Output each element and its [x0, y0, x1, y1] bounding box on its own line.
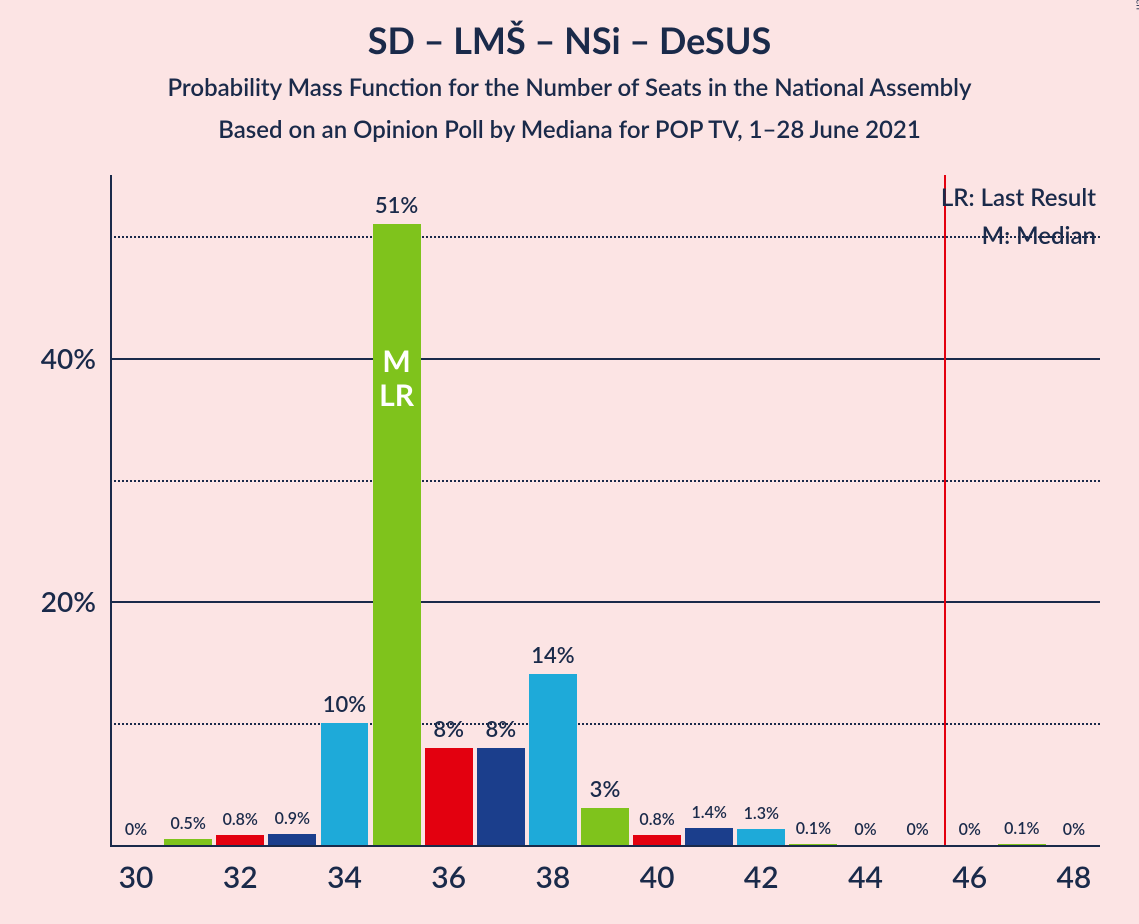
bar-value-label: 8% [485, 715, 516, 742]
bar: 0.8% [633, 835, 681, 845]
x-tick-label: 46 [952, 859, 987, 895]
bar: 0.5% [164, 839, 212, 845]
bar: 1.4% [685, 828, 733, 845]
chart-subtitle-1: Probability Mass Function for the Number… [0, 73, 1139, 102]
gridline-major [110, 601, 1100, 603]
bar-value-label: 0.1% [1004, 819, 1039, 838]
legend-item: LR: Last Result [941, 179, 1096, 217]
x-tick-label: 30 [119, 859, 154, 895]
y-tick-label: 20% [41, 584, 96, 618]
x-tick-label: 48 [1057, 859, 1092, 895]
bar: 0.1% [789, 844, 837, 845]
bar-value-label: 0.1% [796, 819, 831, 838]
bar: 0.8% [216, 835, 264, 845]
bar: 8% [425, 748, 473, 845]
bar-value-label: 0.8% [639, 810, 674, 829]
chart-subtitle-2: Based on an Opinion Poll by Mediana for … [0, 115, 1139, 144]
x-tick-label: 34 [327, 859, 362, 895]
x-tick-label: 42 [744, 859, 779, 895]
bar-value-label: 0% [1063, 820, 1085, 839]
x-tick-label: 36 [431, 859, 466, 895]
bar-value-label: 3% [590, 775, 621, 802]
x-tick-label: 38 [535, 859, 570, 895]
chart-title: SD – LMŠ – NSi – DeSUS [0, 18, 1139, 62]
gridline-major [110, 845, 1100, 847]
bar-value-label: 0% [125, 820, 147, 839]
bar-value-label: 1.4% [692, 803, 727, 822]
y-axis-line [110, 175, 112, 845]
bar-value-label: 14% [531, 641, 574, 668]
bar-value-label: 0.5% [170, 814, 205, 833]
bar-value-label: 0% [906, 820, 928, 839]
bar-value-label: 0% [854, 820, 876, 839]
bar: 1.3% [737, 829, 785, 845]
bar-value-label: 8% [433, 715, 464, 742]
x-tick-label: 44 [848, 859, 883, 895]
majority-threshold-line [944, 175, 946, 845]
x-tick-label: 32 [223, 859, 258, 895]
legend-item: M: Median [941, 217, 1096, 255]
bar-value-label: 10% [323, 690, 366, 717]
bar-value-label: 0.9% [275, 809, 310, 828]
bar-value-label: 51% [375, 191, 418, 218]
x-tick-label: 40 [640, 859, 675, 895]
bar: 0.1% [998, 844, 1046, 845]
bar: 3% [581, 808, 629, 845]
gridline-major [110, 358, 1100, 360]
bar: 8% [477, 748, 525, 845]
bar: 10% [321, 723, 369, 845]
plot-area: 20%40%303234363840424446480%0.5%0.8%0.9%… [110, 175, 1100, 845]
bar-value-label: 0% [959, 820, 981, 839]
bar: 0.9% [268, 834, 316, 845]
legend: LR: Last ResultM: Median [941, 179, 1096, 256]
bar: 14% [529, 674, 577, 845]
bar: 51%MLR [373, 224, 421, 845]
chart-container: SD – LMŠ – NSi – DeSUS Probability Mass … [0, 0, 1139, 924]
copyright-text: © 2021 Filip van Laenen [1133, 0, 1139, 10]
bar-annotation: MLR [379, 344, 414, 413]
gridline-minor [110, 723, 1100, 725]
bar-value-label: 0.8% [223, 810, 258, 829]
bar-value-label: 1.3% [744, 804, 779, 823]
gridline-minor [110, 480, 1100, 482]
y-tick-label: 40% [41, 341, 96, 375]
